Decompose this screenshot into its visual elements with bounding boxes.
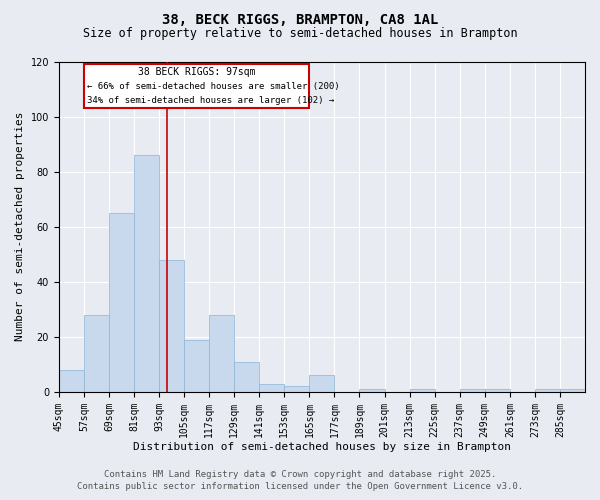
Text: ← 66% of semi-detached houses are smaller (200): ← 66% of semi-detached houses are smalle… [87, 82, 340, 91]
Bar [485, 389, 510, 392]
X-axis label: Distribution of semi-detached houses by size in Brampton: Distribution of semi-detached houses by … [133, 442, 511, 452]
Bar [310, 376, 334, 392]
Text: 38, BECK RIGGS, BRAMPTON, CA8 1AL: 38, BECK RIGGS, BRAMPTON, CA8 1AL [162, 12, 438, 26]
Bar [284, 386, 310, 392]
Bar [410, 389, 434, 392]
Text: Contains HM Land Registry data © Crown copyright and database right 2025.
Contai: Contains HM Land Registry data © Crown c… [77, 470, 523, 491]
Bar [259, 384, 284, 392]
Y-axis label: Number of semi-detached properties: Number of semi-detached properties [15, 112, 25, 342]
Bar [209, 315, 234, 392]
Bar [109, 213, 134, 392]
FancyBboxPatch shape [84, 64, 310, 108]
Bar [84, 315, 109, 392]
Bar [535, 389, 560, 392]
Bar [460, 389, 485, 392]
Text: 34% of semi-detached houses are larger (102) →: 34% of semi-detached houses are larger (… [87, 96, 334, 106]
Bar [184, 340, 209, 392]
Bar [134, 155, 159, 392]
Bar [59, 370, 84, 392]
Bar [234, 362, 259, 392]
Text: Size of property relative to semi-detached houses in Brampton: Size of property relative to semi-detach… [83, 28, 517, 40]
Bar [359, 389, 385, 392]
Bar [159, 260, 184, 392]
Text: 38 BECK RIGGS: 97sqm: 38 BECK RIGGS: 97sqm [138, 66, 256, 76]
Bar [560, 389, 585, 392]
